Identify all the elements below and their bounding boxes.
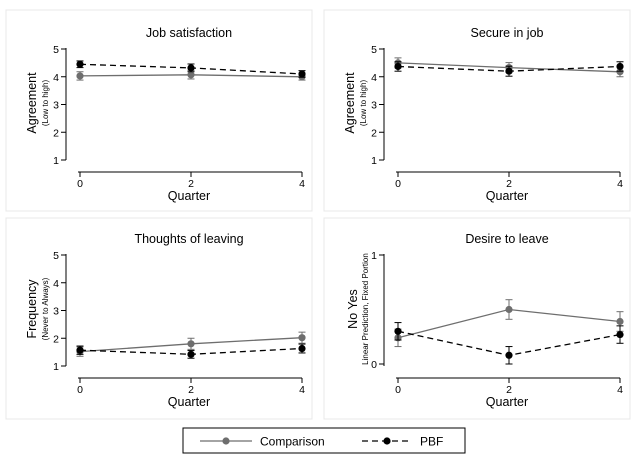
data-point-comparison <box>616 68 624 76</box>
y-tick-label: 1 <box>53 361 59 373</box>
y-tick-label: 2 <box>371 127 377 139</box>
series-group <box>394 299 624 365</box>
panel-title: Desire to leave <box>465 232 548 246</box>
y-tick-label: 2 <box>53 127 59 139</box>
x-tick-label: 4 <box>299 178 305 190</box>
panel-desire-to-leave: Desire to leave Quarter No Yes Linear Pr… <box>323 217 631 420</box>
x-tick-label: 2 <box>188 384 194 396</box>
data-point-comparison <box>298 334 306 342</box>
data-point-comparison <box>505 305 513 314</box>
data-point-pbf <box>298 70 306 78</box>
x-ticks: 0 2 4 <box>77 378 305 396</box>
legend-comparison-marker <box>222 437 230 445</box>
panel-title: Job satisfaction <box>146 26 232 40</box>
x-tick-label: 2 <box>506 178 512 190</box>
y-tick-label: 5 <box>371 44 377 56</box>
panel-thoughts-of-leaving: Thoughts of leaving Quarter Frequency (N… <box>5 217 313 420</box>
y-ticks: 1 2 3 4 5 <box>53 250 66 373</box>
y-tick-label: 1 <box>371 155 377 167</box>
x-tick-label: 0 <box>395 384 401 396</box>
y-tick-label: 2 <box>53 333 59 345</box>
x-tick-label: 0 <box>395 178 401 190</box>
x-tick-label: 0 <box>77 384 83 396</box>
x-ticks: 0 2 4 <box>395 172 623 190</box>
y-tick-label: 3 <box>53 100 59 112</box>
data-point-comparison <box>616 317 624 326</box>
x-tick-label: 4 <box>299 384 305 396</box>
data-point-pbf <box>616 62 624 71</box>
x-tick-label: 4 <box>617 384 623 396</box>
legend-pbf-marker <box>383 437 391 445</box>
x-axis-label: Quarter <box>486 189 528 203</box>
y-axis-label: Agreement <box>343 72 357 134</box>
y-tick-label: 4 <box>53 72 59 84</box>
panel-secure-in-job: Secure in job Quarter Agreement (Low to … <box>323 9 631 212</box>
y-axis-label: Agreement <box>25 72 39 134</box>
legend: Comparison PBF <box>182 427 466 454</box>
y-ticks: 1 2 3 4 5 <box>371 44 384 167</box>
data-point-pbf <box>616 330 624 339</box>
x-ticks: 0 2 4 <box>395 378 623 396</box>
panel-title: Secure in job <box>471 26 544 40</box>
y-ticks: 1 2 3 4 5 <box>53 44 66 167</box>
y-tick-label: 4 <box>53 278 59 290</box>
data-point-pbf <box>187 350 195 358</box>
y-axis-sublabel: (Low to high) <box>359 80 368 127</box>
x-tick-label: 0 <box>77 178 83 190</box>
y-tick-label: 4 <box>371 72 377 84</box>
x-axis-label: Quarter <box>486 395 528 409</box>
data-point-comparison <box>187 71 195 79</box>
data-point-pbf <box>298 344 306 353</box>
y-tick-label: 1 <box>53 155 59 167</box>
data-point-pbf <box>505 351 513 359</box>
panel-title: Thoughts of leaving <box>134 232 243 246</box>
y-tick-label: 3 <box>371 100 377 112</box>
data-point-pbf <box>394 327 402 335</box>
data-point-pbf <box>187 64 195 72</box>
panel-frame <box>5 217 313 420</box>
y-tick-label: 5 <box>53 44 59 56</box>
x-ticks: 0 2 4 <box>77 172 305 190</box>
data-point-pbf <box>76 60 84 68</box>
panel-job-satisfaction: Job satisfaction Quarter Agreement (Low … <box>5 9 313 212</box>
y-ticks: 01 <box>371 250 384 371</box>
data-point-pbf <box>394 62 402 71</box>
series-group <box>76 331 306 359</box>
y-axis-sublabel: (Never to Always) <box>41 277 50 340</box>
y-tick-label: 5 <box>53 250 59 262</box>
y-tick-label: 3 <box>53 306 59 318</box>
panel-frame <box>323 9 631 212</box>
y-tick-label: 1 <box>371 250 377 262</box>
y-tick-label: 0 <box>371 359 377 371</box>
legend-label-comparison: Comparison <box>260 435 325 449</box>
x-tick-label: 4 <box>617 178 623 190</box>
x-axis-label: Quarter <box>168 189 210 203</box>
panel-frame <box>5 9 313 212</box>
panel-frame <box>323 217 631 420</box>
y-axis-sublabel: (Low to high) <box>41 80 50 127</box>
legend-label-pbf: PBF <box>420 435 443 449</box>
series-group <box>394 57 624 78</box>
x-tick-label: 2 <box>188 178 194 190</box>
data-point-pbf <box>505 67 513 75</box>
x-tick-label: 2 <box>506 384 512 396</box>
data-point-pbf <box>76 346 84 354</box>
y-axis-sublabel: Linear Prediction, Fixed Portion <box>361 253 370 365</box>
y-axis-label: Frequency <box>25 279 39 339</box>
x-axis-label: Quarter <box>168 395 210 409</box>
y-axis-label: No Yes <box>346 289 360 329</box>
series-group <box>76 60 306 81</box>
data-point-comparison <box>187 340 195 348</box>
data-point-comparison <box>76 72 84 80</box>
